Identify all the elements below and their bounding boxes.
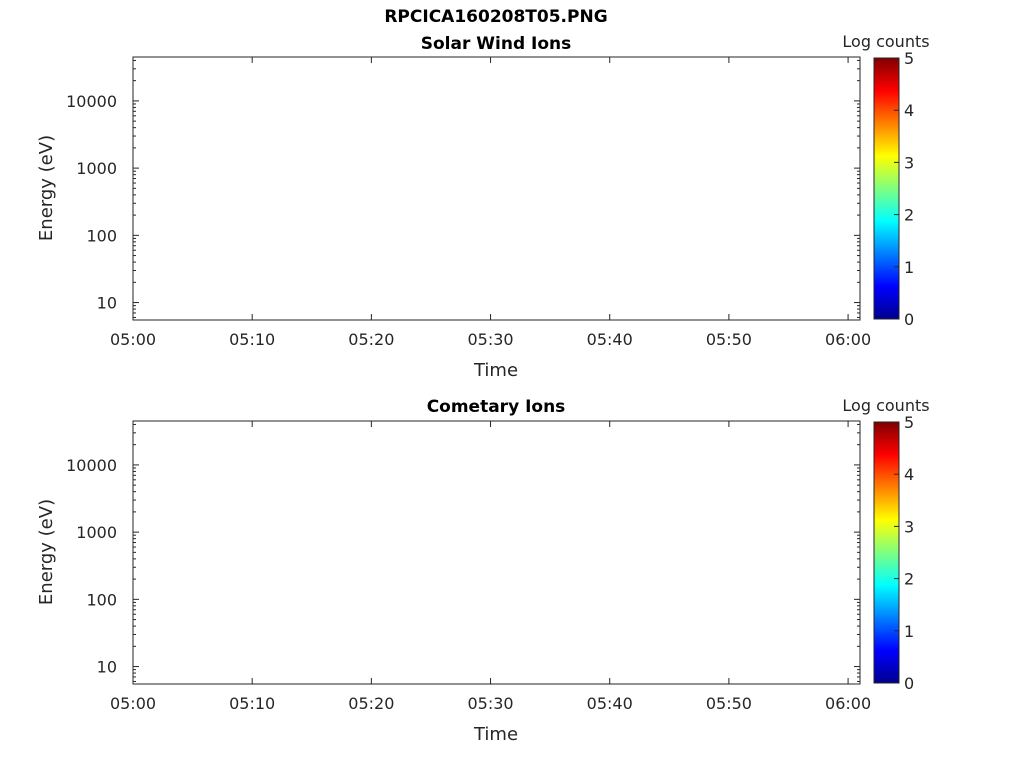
colorbar-tick-label: 0 (904, 674, 914, 693)
y-axis: 10 100 1000 10000 (66, 423, 860, 682)
colorbar-tick-label: 4 (904, 465, 914, 484)
colorbar (873, 57, 900, 320)
x-tick-label: 05:00 (110, 330, 156, 349)
colorbar-tick-label: 2 (904, 206, 914, 225)
x-axis-label: Time (473, 724, 518, 745)
x-tick-label: 05:30 (467, 330, 513, 349)
colorbar-tick-label: 0 (904, 310, 914, 329)
colorbar-ticks: 0 1 2 3 4 5 (894, 49, 914, 329)
colorbar-label: Log counts (842, 32, 929, 51)
colorbar-tick-label: 5 (904, 49, 914, 68)
x-tick-label: 05:50 (706, 694, 752, 713)
colorbar (873, 421, 900, 684)
x-tick-label: 05:20 (348, 330, 394, 349)
y-tick-label: 10 (97, 658, 117, 677)
x-axis: 05:00 05:10 05:20 05:30 05:40 05:50 06:00 (110, 57, 871, 349)
y-axis-label: Energy (eV) (36, 499, 57, 605)
x-tick-label: 06:00 (825, 330, 871, 349)
x-tick-label: 05:50 (706, 330, 752, 349)
x-tick-label: 05:40 (587, 694, 633, 713)
x-tick-label: 05:20 (348, 694, 394, 713)
x-tick-label: 05:40 (587, 330, 633, 349)
colorbar-ticks: 0 1 2 3 4 5 (894, 413, 914, 693)
colorbar-tick-label: 1 (904, 258, 914, 277)
x-axis-label: Time (473, 360, 518, 381)
y-tick-label: 1000 (76, 159, 117, 178)
panel-solar-wind: Solar Wind Ions 05:00 05:10 05:20 05:30 05:4… (36, 32, 930, 381)
y-tick-label: 1000 (76, 523, 117, 542)
x-tick-label: 05:10 (229, 694, 275, 713)
colorbar-label: Log counts (842, 396, 929, 415)
panel-title: Solar Wind Ions (421, 34, 572, 54)
x-tick-label: 05:00 (110, 694, 156, 713)
y-axis-label: Energy (eV) (36, 135, 57, 241)
y-tick-label: 10000 (66, 92, 117, 111)
x-axis: 05:00 05:10 05:20 05:30 05:40 05:50 06:00 (110, 421, 871, 713)
y-tick-label: 100 (86, 226, 117, 245)
y-tick-label: 10 (97, 294, 117, 313)
plot-frame (132, 56, 861, 321)
y-axis: 10 100 1000 10000 (66, 59, 860, 318)
plot-frame (132, 420, 861, 685)
colorbar-tick-label: 3 (904, 517, 914, 536)
figure-title: RPCICA160208T05.PNG (384, 7, 608, 27)
colorbar-tick-label: 5 (904, 413, 914, 432)
colorbar-tick-label: 1 (904, 622, 914, 641)
colorbar-tick-label: 4 (904, 101, 914, 120)
panel-cometary: Cometary Ions 05:00 05:10 05:20 05:30 05:40 0… (36, 396, 930, 745)
x-tick-label: 05:10 (229, 330, 275, 349)
colorbar-tick-label: 2 (904, 570, 914, 589)
panel-title: Cometary Ions (427, 397, 566, 417)
y-tick-label: 10000 (66, 456, 117, 475)
x-tick-label: 05:30 (467, 694, 513, 713)
y-tick-label: 100 (86, 590, 117, 609)
x-tick-label: 06:00 (825, 694, 871, 713)
colorbar-tick-label: 3 (904, 153, 914, 172)
